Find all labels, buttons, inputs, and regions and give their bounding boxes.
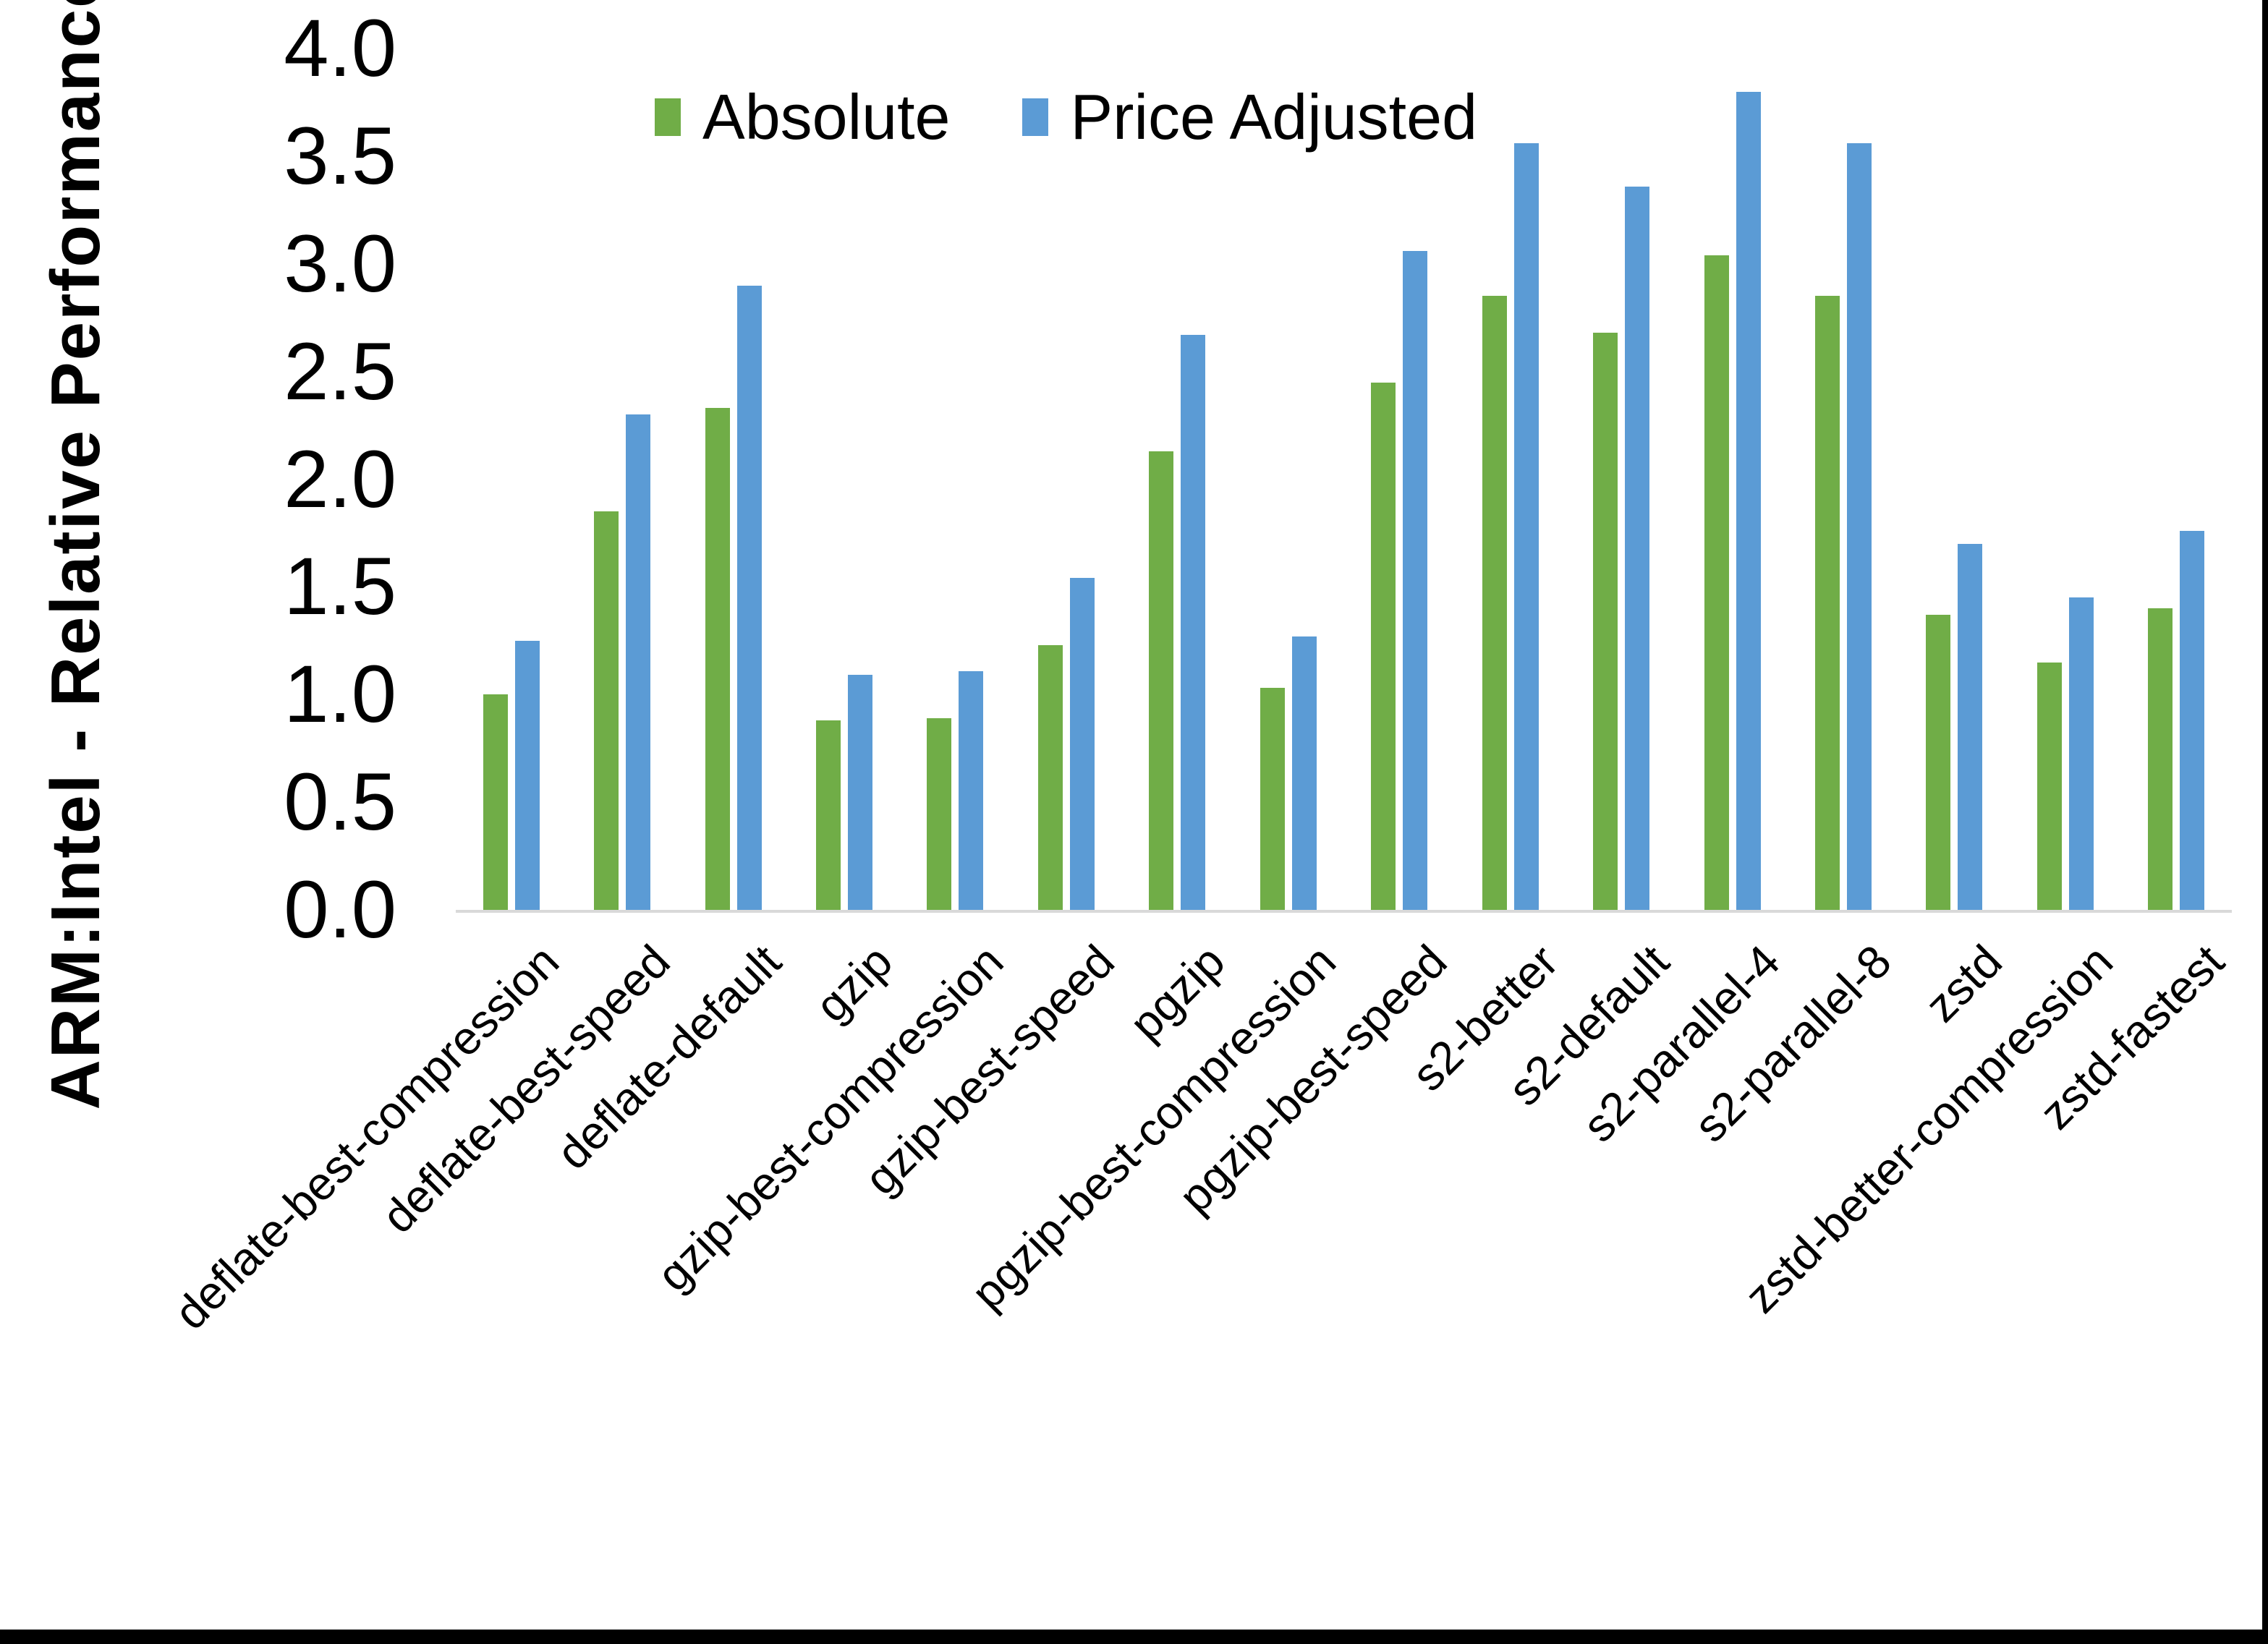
- legend-swatch-absolute: [655, 98, 681, 136]
- bar-s2-parallel-4-absolute: [1704, 255, 1729, 910]
- y-tick-label-3.0: 3.0: [284, 218, 396, 309]
- bar-gzip-price-adjusted: [848, 675, 873, 910]
- y-axis-title: ARM:Intel - Relative Performance: [37, 0, 114, 1110]
- bar-s2-default-absolute: [1593, 333, 1618, 910]
- bar-deflate-best-compression-absolute: [483, 694, 508, 910]
- bar-zstd-price-adjusted: [1958, 543, 1983, 910]
- bar-group-deflate-best-compression: [456, 48, 566, 910]
- bar-zstd-better-compression-price-adjusted: [2068, 597, 2094, 910]
- window-border-right: [2262, 0, 2268, 1644]
- legend-label-price-adjusted: Price Adjusted: [1070, 81, 1478, 153]
- bar-group-s2-better: [1455, 48, 1566, 910]
- chart-legend: Absolute Price Adjusted: [655, 81, 1477, 153]
- bar-s2-parallel-4-price-adjusted: [1736, 91, 1761, 910]
- legend-swatch-price-adjusted: [1022, 98, 1049, 136]
- bar-deflate-best-compression-price-adjusted: [514, 640, 540, 910]
- y-tick-label-4.0: 4.0: [284, 3, 396, 93]
- bar-group-deflate-default: [678, 48, 789, 910]
- y-tick-label-0.0: 0.0: [284, 864, 396, 955]
- x-axis-line: [456, 910, 2232, 913]
- bar-pgzip-best-speed-price-adjusted: [1403, 250, 1428, 910]
- bar-pgzip-absolute: [1149, 451, 1174, 910]
- bar-group-pgzip: [1122, 48, 1233, 910]
- bar-pgzip-best-compression-price-adjusted: [1291, 636, 1317, 910]
- bar-group-zstd-better-compression: [2010, 48, 2120, 910]
- y-tick-label-2.5: 2.5: [284, 325, 396, 417]
- window-border-bottom: [0, 1630, 2268, 1644]
- x-axis-label-zstd: zstd: [1915, 934, 2013, 1032]
- bar-s2-parallel-8-price-adjusted: [1846, 143, 1872, 910]
- bar-s2-default-price-adjusted: [1625, 186, 1650, 910]
- bar-s2-better-price-adjusted: [1513, 143, 1539, 910]
- y-tick-label-3.5: 3.5: [284, 110, 396, 201]
- bar-gzip-best-speed-absolute: [1037, 644, 1063, 910]
- y-tick-label-0.5: 0.5: [284, 757, 396, 848]
- bar-gzip-best-compression-absolute: [927, 718, 952, 910]
- bar-group-pgzip-best-compression: [1233, 48, 1343, 910]
- bar-zstd-absolute: [1926, 615, 1951, 910]
- bar-group-s2-parallel-4: [1677, 48, 1788, 910]
- y-tick-label-1.5: 1.5: [284, 541, 396, 632]
- y-tick-label-2.0: 2.0: [284, 433, 396, 524]
- bar-group-gzip-best-speed: [1011, 48, 1121, 910]
- bar-gzip-best-speed-price-adjusted: [1069, 578, 1095, 910]
- bar-zstd-fastest-price-adjusted: [2180, 530, 2205, 910]
- bar-group-zstd: [1899, 48, 2010, 910]
- bar-group-s2-default: [1566, 48, 1676, 910]
- bar-group-s2-parallel-8: [1788, 48, 1898, 910]
- legend-item-absolute: Absolute: [655, 81, 950, 153]
- bar-gzip-absolute: [816, 720, 841, 910]
- y-tick-label-1.0: 1.0: [284, 649, 396, 740]
- bar-deflate-best-speed-price-adjusted: [626, 414, 651, 910]
- bar-pgzip-best-compression-absolute: [1260, 688, 1285, 910]
- bar-group-gzip: [789, 48, 899, 910]
- bar-pgzip-best-speed-absolute: [1371, 382, 1396, 910]
- x-axis-label-gzip: gzip: [804, 934, 902, 1032]
- bar-deflate-default-price-adjusted: [736, 285, 762, 910]
- bar-group-gzip-best-compression: [900, 48, 1011, 910]
- bar-zstd-fastest-absolute: [2148, 608, 2173, 910]
- bar-deflate-best-speed-absolute: [594, 511, 619, 910]
- bar-zstd-better-compression-absolute: [2036, 662, 2062, 910]
- bar-deflate-default-absolute: [705, 408, 730, 910]
- bar-group-zstd-fastest: [2121, 48, 2232, 910]
- plot-area: [456, 48, 2232, 913]
- bar-s2-parallel-8-absolute: [1814, 296, 1840, 910]
- bar-gzip-best-compression-price-adjusted: [959, 670, 984, 910]
- bar-s2-better-absolute: [1482, 296, 1507, 910]
- bar-group-deflate-best-speed: [566, 48, 677, 910]
- bar-group-pgzip-best-speed: [1344, 48, 1455, 910]
- bar-pgzip-price-adjusted: [1181, 335, 1206, 910]
- legend-label-absolute: Absolute: [702, 81, 951, 153]
- legend-item-price-adjusted: Price Adjusted: [1022, 81, 1477, 153]
